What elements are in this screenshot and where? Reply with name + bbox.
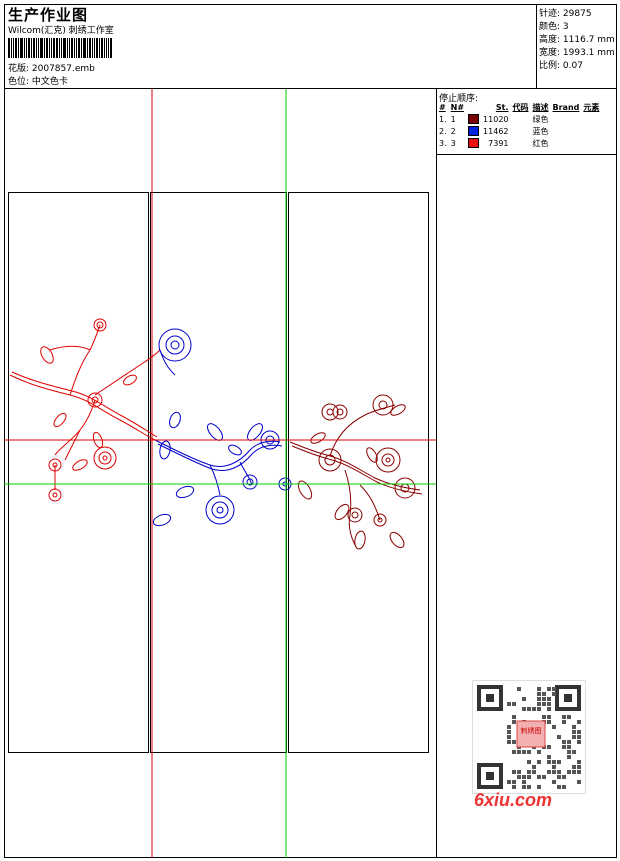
- design-panel-middle: [150, 192, 287, 753]
- sidebar-divider: [436, 88, 437, 858]
- dark-red-branch-artwork: [289, 394, 423, 550]
- swatch-blue: [468, 126, 480, 136]
- qr-badge-text: 刺绣图: [520, 727, 542, 735]
- row-stitches: 11020: [483, 114, 509, 124]
- stop-table-bottom: [436, 154, 617, 155]
- qr-code-icon: [477, 685, 581, 789]
- row-num: 3.: [439, 138, 447, 148]
- design-panel-left: [8, 192, 149, 753]
- table-row: 2. 2 11462 蓝色: [437, 125, 601, 137]
- page-title: 生产作业图: [8, 6, 89, 24]
- row-num: 1.: [439, 114, 447, 124]
- row-brand: [551, 125, 582, 137]
- row-desc: 蓝色: [532, 126, 549, 136]
- row-code: [511, 113, 531, 125]
- swatch-dark-red: [468, 114, 480, 124]
- col-num: #: [439, 102, 446, 112]
- stop-sequence-title: 停止顺序:: [439, 94, 479, 104]
- row-element: [581, 125, 601, 137]
- col-n: N#: [450, 102, 465, 112]
- row-brand: [551, 137, 582, 149]
- embroidery-design-canvas: [4, 89, 436, 858]
- stat-height: 高度: 1116.7 mm: [539, 35, 615, 45]
- blue-branch-artwork: [152, 328, 292, 527]
- row-brand: [551, 113, 582, 125]
- app-subtitle: Wilcom(汇克) 刺绣工作室: [8, 26, 114, 36]
- col-swatch: [466, 101, 481, 113]
- row-desc: 红色: [532, 138, 549, 148]
- col-element: 元素: [583, 102, 600, 112]
- stat-stitches: 针迹: 29875: [539, 9, 592, 19]
- sheet-frame: [4, 4, 617, 858]
- color-swatch: [466, 125, 481, 137]
- stat-width: 宽度: 1993.1 mm: [539, 48, 615, 58]
- color-swatch: [466, 137, 481, 149]
- header-divider: [4, 88, 617, 89]
- col-stitches: St.: [495, 102, 509, 112]
- row-n: 1: [450, 114, 456, 124]
- row-code: [511, 137, 531, 149]
- red-branch-artwork: [9, 318, 161, 502]
- color-chart-label: 色位: 中文色卡: [8, 77, 68, 87]
- row-element: [581, 113, 601, 125]
- row-code: [511, 125, 531, 137]
- stop-sequence-table: # N# St. 代码 描述 Brand 元素 1. 1 11020 绿色 2.…: [437, 101, 601, 149]
- color-swatch: [466, 113, 481, 125]
- row-n: 3: [450, 138, 456, 148]
- stat-scale: 比例: 0.07: [539, 61, 583, 71]
- row-num: 2.: [439, 126, 447, 136]
- row-n: 2: [450, 126, 456, 136]
- col-desc: 描述: [532, 102, 549, 112]
- row-desc: 绿色: [532, 114, 549, 124]
- table-header-row: # N# St. 代码 描述 Brand 元素: [437, 101, 601, 113]
- col-code: 代码: [512, 102, 529, 112]
- qr-code-watermark: 刺绣图: [472, 680, 586, 794]
- col-brand: Brand: [552, 102, 580, 112]
- table-row: 3. 3 7391 红色: [437, 137, 601, 149]
- watermark-text: 6xiu.com: [474, 790, 553, 810]
- table-row: 1. 1 11020 绿色: [437, 113, 601, 125]
- barcode: [8, 38, 138, 58]
- stat-colors: 颜色: 3: [539, 22, 569, 32]
- swatch-red: [468, 138, 480, 148]
- row-stitches: 11462: [483, 126, 509, 136]
- stats-divider: [536, 4, 537, 88]
- row-element: [581, 137, 601, 149]
- design-file-label: 花版: 2007857.emb: [8, 64, 95, 74]
- design-panel-right: [288, 192, 429, 753]
- row-stitches: 7391: [488, 138, 509, 148]
